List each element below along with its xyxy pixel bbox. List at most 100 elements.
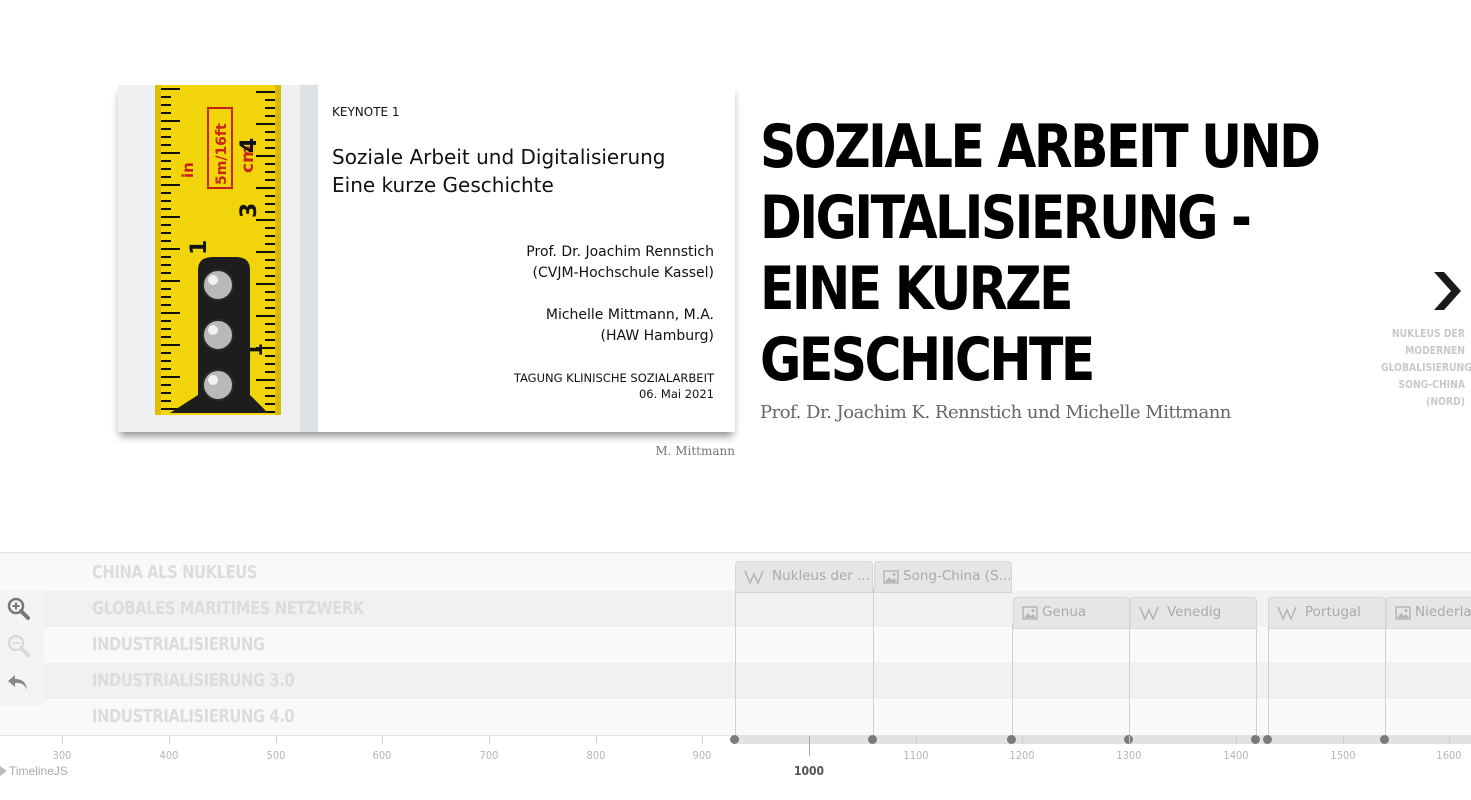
- slide-image-title-line2: Eine kurze Geschichte: [332, 173, 554, 197]
- major-tick-label: 1000: [793, 764, 825, 778]
- image-icon: [1395, 606, 1411, 625]
- slide-event-date: 06. Mai 2021: [638, 387, 714, 401]
- timeline-marker-genua[interactable]: Genua: [1013, 597, 1130, 629]
- time-axis: 300 400 500 600 700 800 900 1100 1200 1300 1400 150…: [0, 735, 1471, 800]
- group-label-maritime: Globales maritimes Netzwerk: [92, 598, 364, 619]
- timeline-marker-song-china[interactable]: Song-China (S...: [874, 561, 1012, 593]
- timeline-marker-portugal[interactable]: Portugal: [1268, 597, 1386, 629]
- marker-dot: [868, 735, 877, 744]
- axis-tick-label: 1600: [1436, 749, 1462, 762]
- slide-author2-affiliation: (HAW Hamburg): [600, 328, 714, 344]
- slide-image-title: Soziale Arbeit und Digitalisierung Eine …: [332, 143, 666, 199]
- slide-image-title-line1: Soziale Arbeit und Digitalisierung: [332, 145, 666, 169]
- slide-subtitle: Prof. Dr. Joachim K. Rennstich und Miche…: [760, 402, 1231, 423]
- marker-dot: [730, 735, 739, 744]
- back-to-start-button[interactable]: [5, 669, 31, 695]
- tape-number-3: 3: [237, 203, 262, 218]
- image-icon: [1022, 606, 1038, 625]
- zoom-out-icon: [7, 634, 30, 657]
- tape-label-cm: cm: [238, 145, 258, 173]
- axis-tick-label: 1500: [1330, 749, 1356, 762]
- slide-author1-affiliation: (CVJM-Hochschule Kassel): [532, 265, 715, 281]
- axis-tick: [62, 736, 63, 743]
- zoom-in-icon: [7, 597, 30, 620]
- back-to-start-icon: [8, 675, 27, 690]
- image-icon: [883, 570, 899, 589]
- headline-line: Soziale Arbeit und: [760, 112, 1321, 182]
- marker-line: [1256, 623, 1257, 737]
- axis-tick: [1449, 736, 1450, 743]
- media-credit: M. Mittmann: [655, 444, 735, 458]
- zoom-in-button[interactable]: [5, 595, 31, 621]
- slide-author1: Prof. Dr. Joachim Rennstich (CVJM-Hochsc…: [526, 242, 714, 284]
- wikipedia-icon: [1277, 606, 1297, 625]
- headline-line: Eine kurze: [760, 254, 1074, 324]
- marker-label: Niederlande: [1415, 604, 1471, 620]
- marker-line: [1268, 623, 1269, 737]
- timeline-marker-venedig[interactable]: Venedig: [1130, 597, 1257, 629]
- axis-tick: [276, 736, 277, 743]
- marker-label: Venedig: [1167, 604, 1222, 620]
- axis-tick-label: 900: [692, 749, 712, 762]
- tape-number-1: 1: [187, 240, 212, 255]
- marker-line: [1012, 623, 1013, 737]
- era-bar: [735, 736, 1471, 744]
- next-slide-button[interactable]: Nukleus der modernen Globalisierung: Son…: [1370, 265, 1471, 415]
- marker-line: [873, 587, 874, 737]
- next-slide-label-line: modernen: [1405, 344, 1465, 357]
- slide-author2-name: Michelle Mittmann, M.A.: [545, 307, 714, 323]
- chevron-right-icon: [1434, 272, 1461, 310]
- axis-tick: [1343, 736, 1344, 743]
- group-label-industrialisierung: Industrialisierung: [92, 634, 265, 655]
- tape-number-4: 4: [237, 138, 262, 153]
- next-slide-label-line: Song-China: [1398, 378, 1465, 391]
- timeline-navigator[interactable]: China als Nukleus Globales maritimes Net…: [0, 552, 1471, 800]
- axis-tick-label: 600: [372, 749, 392, 762]
- slide-image: 5m/16ft in cm 4 3 1 1 KEYNOTE 1 Soziale …: [118, 85, 735, 432]
- axis-tick: [916, 736, 917, 743]
- next-slide-label: Nukleus der modernen Globalisierung: Son…: [1381, 325, 1471, 410]
- major-tick: [809, 736, 810, 756]
- next-slide-label-line: Nukleus der: [1391, 327, 1465, 340]
- marker-dot: [1263, 735, 1272, 744]
- timelinejs-brand[interactable]: TimelineJS: [0, 764, 68, 778]
- marker-label: Nukleus der ...: [772, 568, 871, 584]
- axis-tick-label: 1200: [1009, 749, 1035, 762]
- axis-tick-label: 400: [159, 749, 179, 762]
- wikipedia-icon: [744, 570, 764, 589]
- slide-headline: Soziale Arbeit und Digitalisierung - Ein…: [760, 112, 1321, 396]
- axis-tick: [702, 736, 703, 743]
- next-slide-label-line: Globalisierung:: [1381, 361, 1471, 374]
- marker-dot: [1380, 735, 1389, 744]
- axis-tick: [1129, 736, 1130, 743]
- group-label-industrialisierung-4: Industrialisierung 4.0: [92, 706, 295, 727]
- timeline-marker-niederlande[interactable]: Niederlande: [1386, 597, 1471, 629]
- slide-keynote-label: KEYNOTE 1: [332, 105, 400, 119]
- timeline-marker-nukleus[interactable]: Nukleus der ...: [735, 561, 873, 593]
- axis-tick-label: 500: [266, 749, 286, 762]
- slide-author1-name: Prof. Dr. Joachim Rennstich: [526, 244, 714, 260]
- wikipedia-icon: [1139, 606, 1159, 625]
- brand-label: TimelineJS: [9, 764, 68, 778]
- next-slide-label-line: (Nord): [1426, 395, 1465, 408]
- slide-author2: Michelle Mittmann, M.A. (HAW Hamburg): [546, 305, 714, 347]
- axis-tick-label: 1100: [903, 749, 929, 762]
- zoom-toolbar: [0, 590, 44, 706]
- slide-event-name: TAGUNG KLINISCHE SOZIALARBEIT: [513, 371, 714, 385]
- tape-label-size: 5m/16ft: [214, 123, 230, 185]
- tape-label-in: in: [179, 162, 197, 178]
- marker-line: [1385, 623, 1386, 737]
- axis-tick-label: 800: [586, 749, 606, 762]
- marker-label: Portugal: [1305, 604, 1361, 620]
- axis-tick-label: 300: [52, 749, 72, 762]
- marker-line: [1129, 623, 1130, 737]
- timelinejs-logo-icon: [0, 766, 7, 776]
- axis-tick: [382, 736, 383, 743]
- group-label-industrialisierung-3: Industrialisierung 3.0: [92, 670, 295, 691]
- marker-label: Song-China (S...: [903, 568, 1012, 584]
- group-label-china: China als Nukleus: [92, 562, 258, 583]
- zoom-out-button[interactable]: [5, 632, 31, 658]
- axis-tick-label: 1400: [1223, 749, 1249, 762]
- axis-tick: [1236, 736, 1237, 743]
- marker-dot: [1251, 735, 1260, 744]
